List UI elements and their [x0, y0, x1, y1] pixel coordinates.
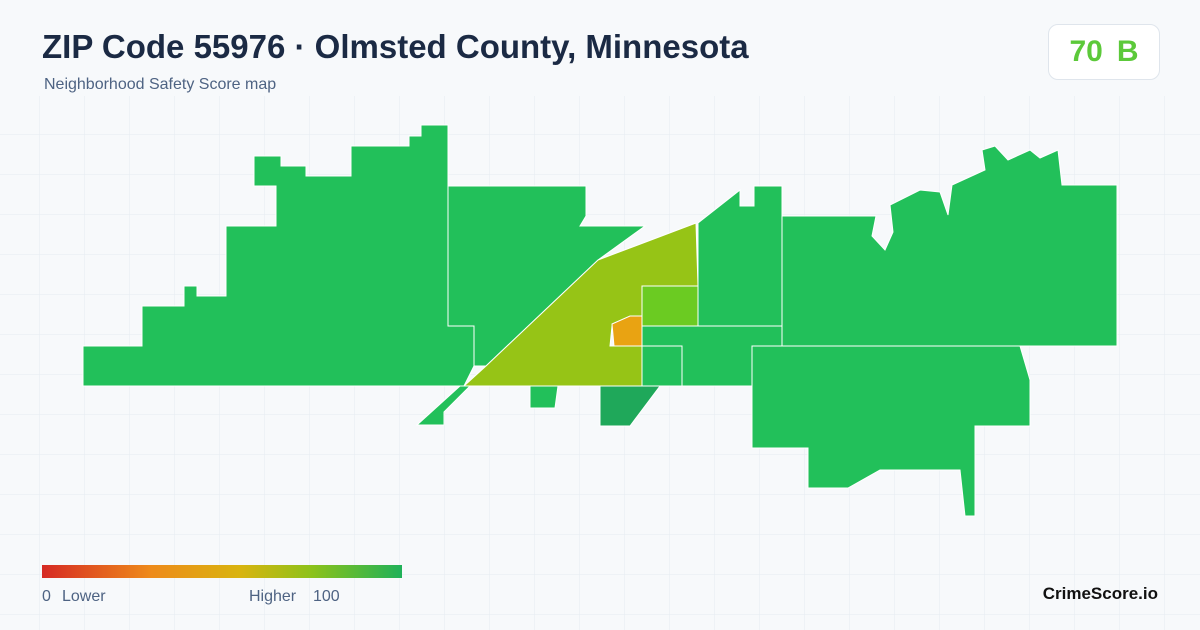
subtitle: Neighborhood Safety Score map: [44, 76, 277, 93]
brand: CrimeScore.io: [1042, 584, 1158, 603]
legend-max-label: Higher: [249, 588, 297, 605]
region: [781, 145, 1118, 347]
legend-min: 0: [42, 588, 51, 605]
title: ZIP Code 55976 · Olmsted County, Minneso…: [42, 28, 749, 65]
score: 70: [1069, 35, 1103, 68]
legend-max: 100: [313, 588, 340, 605]
regions: [82, 124, 1118, 517]
grade: B: [1116, 35, 1139, 68]
legend-gradient: [42, 565, 402, 578]
legend-min-label: Lower: [62, 588, 106, 605]
region: [641, 345, 683, 387]
region: [751, 345, 1031, 517]
region: [529, 385, 559, 409]
region: [599, 385, 661, 427]
score-badge: 70 B: [1048, 24, 1160, 80]
region: [641, 285, 699, 327]
region: [415, 385, 472, 426]
